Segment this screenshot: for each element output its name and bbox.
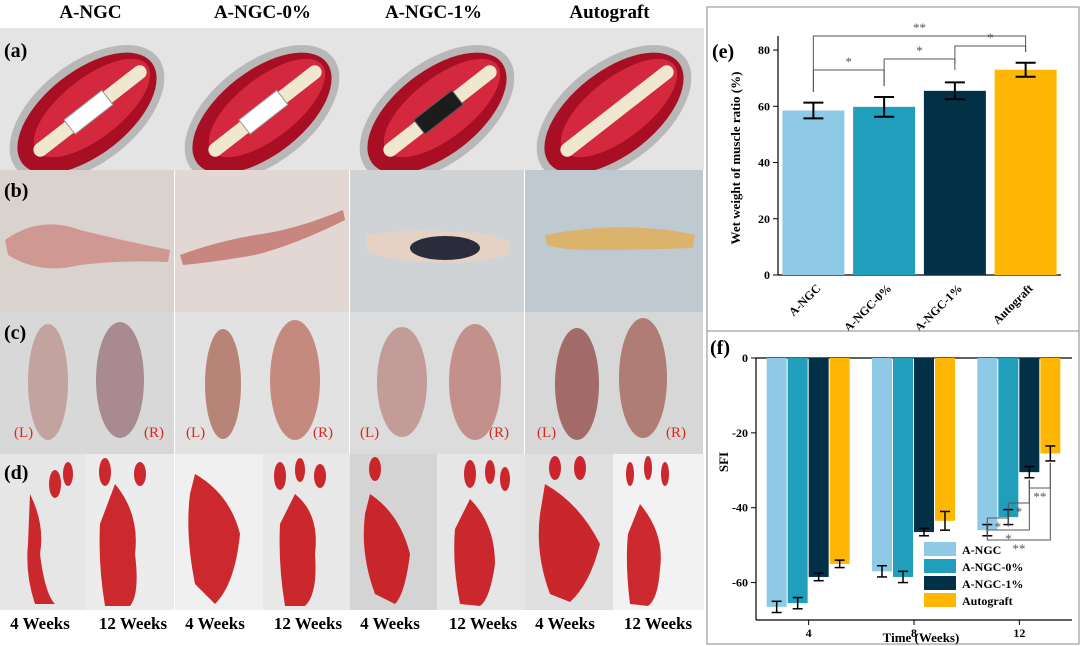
chart-f-xtick-label: 4 — [806, 626, 812, 640]
schematic-a-ngc-0 — [175, 28, 349, 170]
chart-e-sig-label: * — [987, 30, 994, 45]
chart-f-bar — [914, 358, 934, 533]
chart-f-bar — [998, 358, 1019, 518]
chart-f: (f) SFI Time (Weeks) 0-20-40-604 8 12 ****… — [706, 330, 1080, 645]
label-right-4: (R) — [666, 425, 686, 441]
chart-f-sig-label: * — [995, 519, 1002, 534]
chart-e-ytick-label: 60 — [758, 99, 770, 113]
chart-e-bar — [782, 110, 845, 275]
week-label-6: 12 Weeks — [448, 614, 518, 633]
chart-f-bar — [1019, 358, 1040, 473]
chart-e-panel-label: (e) — [712, 41, 734, 63]
chart-e-sig-label: * — [846, 54, 853, 69]
chart-f-bar — [872, 358, 892, 572]
chart-f-xtick-label: 12 — [1013, 626, 1025, 640]
chart-e-ytick-label: 0 — [764, 268, 770, 282]
chart-f-legend-label: A-NGC-1% — [962, 577, 1023, 591]
chart-e-ytick-label: 20 — [758, 212, 770, 226]
chart-e-ytick-label: 80 — [758, 43, 770, 57]
chart-e-bar — [994, 69, 1057, 275]
chart-f-bar — [893, 358, 913, 577]
chart-f-sig-label: ** — [1033, 489, 1046, 504]
chart-e-sig-bracket — [883, 58, 956, 86]
chart-e: (e) Wet weight of muscle ratio (%) 0 20 40… — [706, 6, 1080, 344]
chart-f-sig-label: ** — [1012, 541, 1025, 556]
chart-f-legend-label: A-NGC — [962, 543, 1001, 557]
photo-c-a-ngc-1 — [350, 312, 524, 454]
chart-e-ytick-label: 40 — [758, 156, 770, 170]
chart-f-bar — [787, 358, 808, 604]
chart-f-panel-label: (f) — [710, 337, 730, 359]
chart-f-sig-label: * — [1005, 531, 1012, 546]
chart-f-ytick-label: -20 — [732, 426, 748, 440]
chart-e-ylabel: Wet weight of muscle ratio (%) — [728, 72, 743, 245]
chart-f-legend-swatch — [924, 559, 956, 573]
week-label-5: 4 Weeks — [360, 614, 420, 633]
chart-f-xtick-label: 8 — [911, 626, 917, 640]
row-label-b: (b) — [4, 180, 29, 202]
photo-c-a-ngc-0 — [175, 312, 349, 454]
chart-f-legend-swatch — [924, 576, 956, 590]
chart-f-bar — [1040, 358, 1061, 454]
chart-f-ytick-label: -60 — [732, 576, 748, 590]
week-label-4: 12 Weeks — [273, 614, 343, 633]
label-right-2: (R) — [313, 425, 333, 441]
chart-f-legend-swatch — [924, 542, 956, 556]
chart-f-bar — [808, 358, 829, 577]
label-left-2: (L) — [186, 425, 206, 441]
chart-f-bar — [829, 358, 850, 564]
chart-f-ylabel: SFI — [716, 452, 731, 472]
chart-e-sig-label: ** — [913, 20, 926, 35]
chart-f-sig-label: * — [1016, 504, 1023, 519]
label-right-3: (R) — [489, 425, 509, 441]
row-label-c: (c) — [4, 322, 27, 344]
column-header-a-ngc: A-NGC — [59, 2, 122, 23]
chart-e-sig-label: * — [916, 43, 923, 58]
chart-e-bar — [923, 90, 986, 276]
chart-e-sig-bracket — [812, 35, 1027, 92]
chart-f-ytick-label: -40 — [732, 501, 748, 515]
photo-b-a-ngc-0 — [175, 170, 349, 312]
row-label-a: (a) — [4, 40, 28, 62]
photo-c-a-ngc — [0, 312, 174, 454]
label-left-1: (L) — [14, 425, 34, 441]
photo-b-autograft — [525, 170, 703, 312]
chart-f-bar — [935, 358, 955, 521]
label-left-4: (L) — [537, 425, 557, 441]
chart-f-ytick-label: 0 — [742, 351, 748, 365]
week-label-3: 4 Weeks — [185, 614, 245, 633]
column-header-a-ngc-1: A-NGC-1% — [384, 2, 483, 23]
photo-b-a-ngc — [0, 170, 174, 312]
column-header-autograft: Autograft — [569, 2, 650, 23]
schematic-a-ngc-1 — [350, 28, 524, 170]
chart-f-bar — [766, 358, 787, 607]
chart-f-sig-bracket — [986, 479, 1030, 538]
schematic-a-ngc — [0, 28, 174, 170]
label-right-1: (R) — [144, 425, 164, 441]
chart-f-legend-label: A-NGC-0% — [962, 560, 1023, 574]
chart-f-legend-swatch — [924, 593, 956, 607]
footprint-row — [0, 454, 704, 610]
column-header-a-ngc-0: A-NGC-0% — [213, 2, 312, 23]
photo-c-autograft — [525, 312, 703, 454]
chart-f-xlabel: Time (Weeks) — [883, 630, 960, 645]
chart-e-bar — [853, 106, 916, 275]
chart-f-bar — [977, 358, 998, 531]
week-label-1: 4 Weeks — [10, 614, 70, 633]
week-label-8: 12 Weeks — [623, 614, 693, 633]
schematic-autograft — [525, 28, 703, 170]
chart-f-sig-bracket — [986, 462, 1051, 541]
row-label-d: (d) — [4, 462, 29, 484]
photo-b-a-ngc-1 — [350, 170, 524, 312]
week-label-7: 4 Weeks — [535, 614, 595, 633]
chart-f-legend-label: Autograft — [962, 594, 1013, 608]
label-left-3: (L) — [360, 425, 380, 441]
week-label-2: 12 Weeks — [98, 614, 168, 633]
